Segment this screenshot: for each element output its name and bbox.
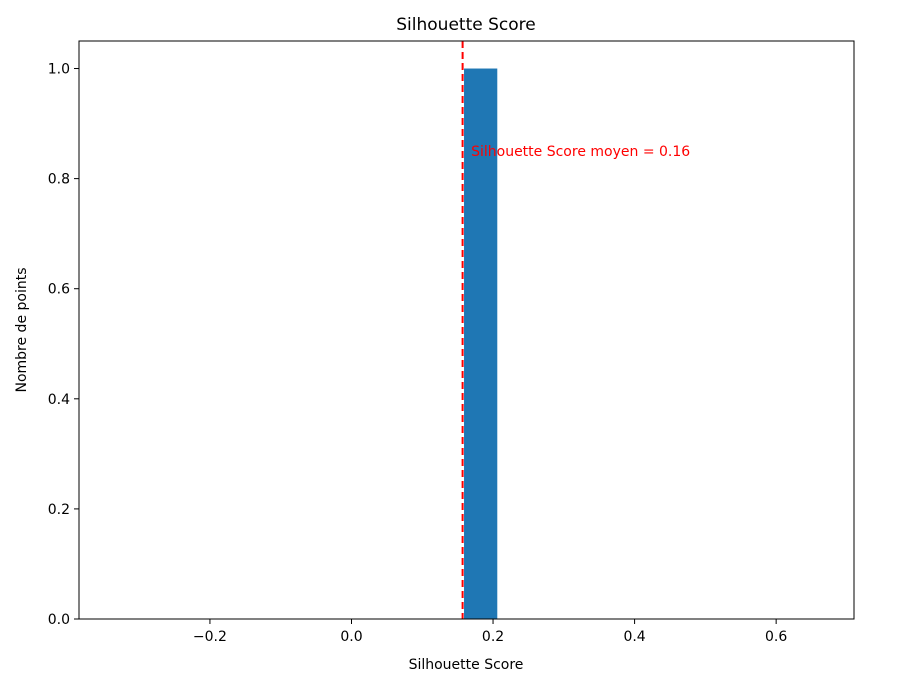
histogram-bar	[464, 68, 498, 620]
mean-annotation: Silhouette Score moyen = 0.16	[471, 144, 690, 160]
y-tick-label: 0.6	[48, 282, 70, 298]
y-tick-label: 0.0	[48, 612, 70, 628]
x-tick-label: 0.4	[623, 629, 645, 645]
y-tick-label: 0.4	[48, 392, 70, 408]
y-tick-label: 0.2	[48, 502, 70, 518]
y-tick-label: 0.8	[48, 172, 70, 188]
x-tick-label: −0.2	[193, 629, 227, 645]
x-tick-label: 0.6	[765, 629, 787, 645]
chart-title: Silhouette Score	[396, 15, 535, 35]
x-axis-ticks: −0.2 0.0 0.2 0.4 0.6	[193, 619, 787, 645]
y-axis-label: Nombre de points	[14, 267, 30, 392]
x-tick-label: 0.0	[340, 629, 362, 645]
y-tick-label: 1.0	[48, 62, 70, 78]
x-axis-label: Silhouette Score	[409, 657, 524, 673]
y-axis-ticks: 0.0 0.2 0.4 0.6 0.8 1.0	[48, 62, 79, 628]
x-tick-label: 0.2	[482, 629, 504, 645]
plot-frame	[78, 40, 855, 620]
bars-group	[464, 68, 498, 620]
